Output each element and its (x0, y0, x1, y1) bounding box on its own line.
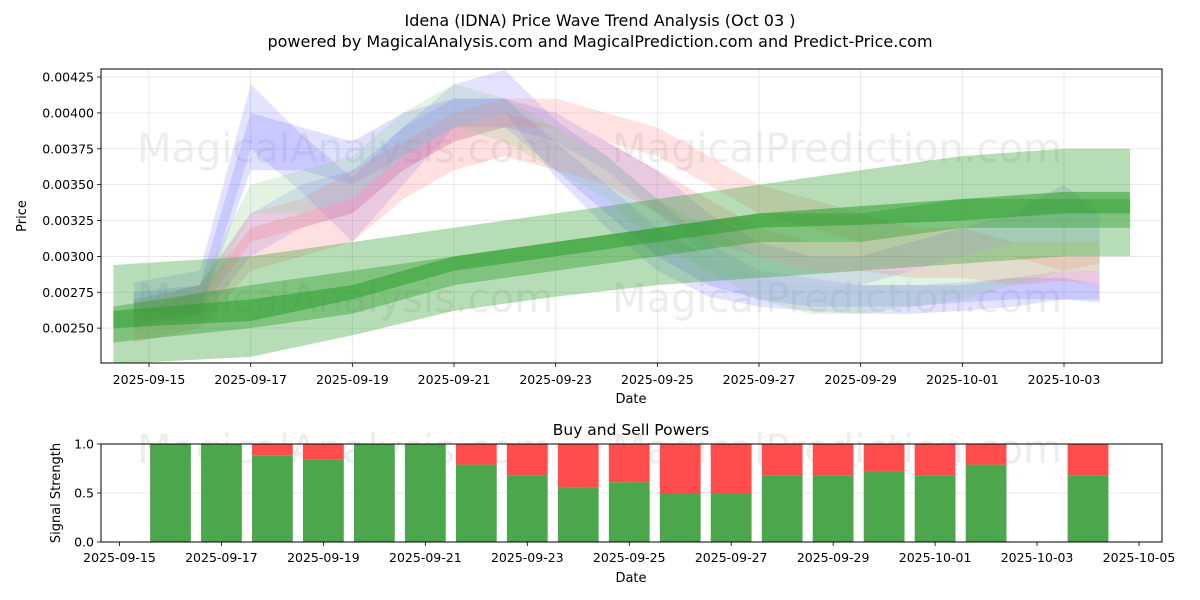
x-tick-label: 2025-09-17 (214, 372, 287, 387)
y-tick-label: 0.00400 (42, 105, 94, 120)
chart-title: Idena (IDNA) Price Wave Trend Analysis (… (405, 11, 796, 30)
band-green-trend-wide (113, 148, 1131, 363)
buy-bar (404, 444, 446, 542)
x-tick-label: 2025-09-29 (824, 372, 897, 387)
y-tick-label: 0.00375 (42, 141, 94, 156)
buy-bar (812, 475, 854, 542)
x-tick-label: 2025-10-03 (1028, 372, 1101, 387)
x-tick-label: 2025-09-15 (83, 550, 156, 565)
y-tick-label: 1.0 (74, 437, 94, 452)
buy-sell-x-label: Date (615, 571, 646, 586)
x-tick-label: 2025-09-23 (519, 372, 592, 387)
x-tick-label: 2025-10-05 (1103, 550, 1176, 565)
watermark: MagicalAnalysis.com (137, 126, 553, 172)
band-blue-wave-3 (133, 98, 1100, 321)
band-red-wave-2 (133, 98, 1100, 329)
sell-bar (1067, 444, 1109, 476)
y-tick-label: 0.00425 (42, 70, 94, 85)
sell-bar (710, 444, 752, 493)
buy-bar (506, 475, 548, 542)
price-grid (101, 69, 1162, 363)
buy-bar (252, 455, 293, 542)
band-blue-wave-1 (133, 69, 1100, 314)
price-y-ticks: 0.00250 0.00275 0.00300 0.00325 0.00350 0.003… (42, 70, 101, 336)
buy-sell-y-label: Signal Strength (49, 443, 64, 543)
buy-bar (710, 493, 752, 542)
sell-bar (303, 444, 344, 460)
x-tick-label: 2025-09-29 (797, 550, 870, 565)
buy-sell-chart: Buy and Sell Powers MagicalAnalysis.com … (49, 421, 1175, 586)
y-tick-label: 0.00300 (42, 249, 94, 264)
sell-bar (252, 444, 293, 456)
y-tick-label: 0.00325 (42, 213, 94, 228)
band-blue-wave-2 (133, 98, 1100, 317)
sell-bar (863, 444, 905, 472)
x-tick-label: 2025-09-27 (695, 550, 768, 565)
price-y-label: Price (15, 200, 30, 232)
buy-bar (608, 482, 650, 542)
band-lightgreen-wave (133, 84, 1100, 329)
band-green-trend-core (113, 191, 1131, 329)
sell-bar (608, 444, 650, 483)
price-x-label: Date (615, 392, 646, 407)
x-tick-label: 2025-09-25 (593, 550, 666, 565)
price-bands (113, 69, 1131, 363)
y-tick-label: 0.00250 (42, 321, 94, 336)
x-tick-label: 2025-09-21 (418, 372, 491, 387)
buy-bar (863, 471, 905, 542)
buy-bar (353, 444, 395, 542)
price-watermarks: MagicalAnalysis.com MagicalPrediction.co… (137, 126, 1062, 322)
x-tick-label: 2025-09-19 (287, 550, 360, 565)
chart-subtitle: powered by MagicalAnalysis.com and Magic… (267, 32, 932, 51)
buy-bar (965, 464, 1007, 542)
x-tick-label: 2025-09-21 (389, 550, 462, 565)
y-tick-label: 0.00350 (42, 177, 94, 192)
buy-bar (455, 464, 497, 542)
sell-bar (659, 444, 701, 493)
sell-bar (506, 444, 548, 476)
sell-bar (455, 444, 497, 465)
x-tick-label: 2025-09-23 (491, 550, 564, 565)
band-red-wave-1 (133, 112, 1100, 343)
buy-bar (761, 475, 803, 542)
x-tick-label: 2025-09-17 (185, 550, 258, 565)
buy-sell-title: Buy and Sell Powers (553, 421, 710, 439)
price-x-ticks: 2025-09-15 2025-09-17 2025-09-19 2025-09-21… (113, 363, 1101, 387)
buy-bar (557, 487, 599, 542)
x-tick-label: 2025-09-15 (113, 372, 186, 387)
buy-bar (1067, 475, 1109, 542)
buy-bar (303, 459, 344, 542)
buy-sell-bars (150, 444, 1109, 542)
x-tick-label: 2025-09-19 (316, 372, 389, 387)
y-tick-label: 0.00275 (42, 285, 94, 300)
price-axes-frame (100, 68, 1163, 364)
sell-bar (761, 444, 803, 476)
x-tick-label: 2025-10-01 (926, 372, 999, 387)
buy-bar (659, 493, 701, 542)
x-tick-label: 2025-09-27 (723, 372, 796, 387)
watermark: MagicalPrediction.com (612, 276, 1062, 322)
x-tick-label: 2025-10-01 (899, 550, 972, 565)
buy-sell-y-ticks: 0.0 0.5 1.0 (74, 437, 101, 550)
y-tick-label: 0.5 (74, 486, 94, 501)
sell-bar (965, 444, 1007, 465)
sell-bar (812, 444, 854, 476)
buy-bar (150, 444, 191, 542)
band-green-trend-mid (113, 198, 1131, 343)
x-tick-label: 2025-10-03 (1001, 550, 1074, 565)
y-tick-label: 0.0 (74, 535, 94, 550)
buy-bar (201, 444, 242, 542)
sell-bar (557, 444, 599, 488)
buy-sell-x-ticks: 2025-09-15 2025-09-17 2025-09-19 2025-09-21… (83, 542, 1175, 565)
price-wave-chart: MagicalAnalysis.com MagicalPrediction.co… (15, 68, 1163, 407)
watermark: MagicalPrediction.com (612, 126, 1062, 172)
x-tick-label: 2025-09-25 (621, 372, 694, 387)
sell-bar (914, 444, 956, 476)
buy-bar (914, 475, 956, 542)
